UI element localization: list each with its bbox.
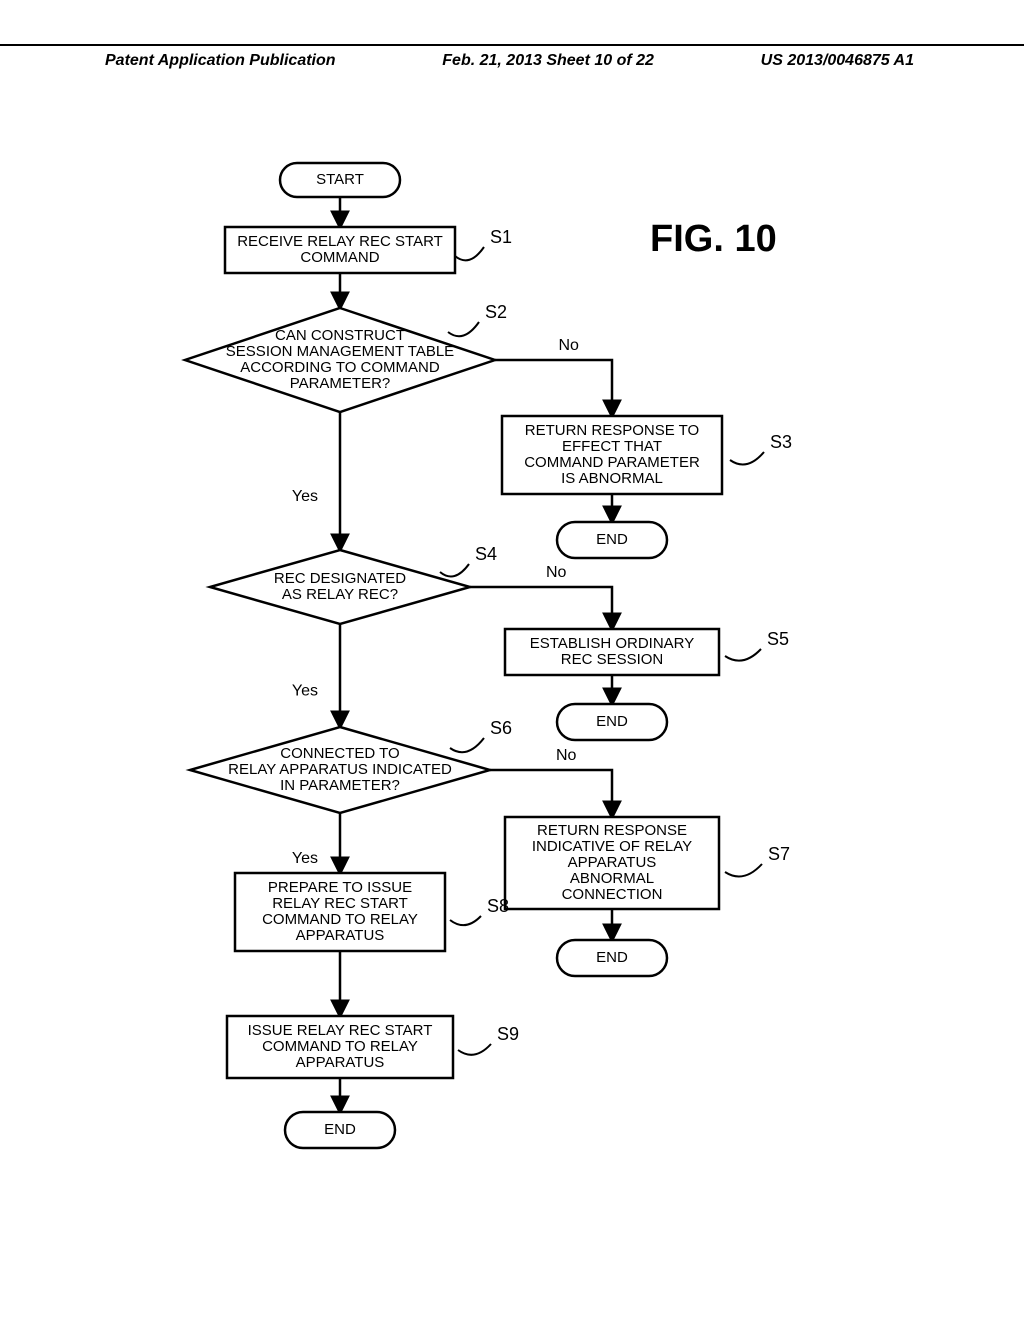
node-text: CAN CONSTRUCT [275,327,405,344]
edge [470,587,612,629]
node-text: INDICATIVE OF RELAY [532,838,692,855]
node-s7: RETURN RESPONSEINDICATIVE OF RELAYAPPARA… [505,817,719,909]
edge-label: Yes [292,683,318,700]
node-start: START [280,163,400,197]
node-text: REC SESSION [561,651,664,668]
step-connector [440,564,469,577]
node-end4: END [285,1112,395,1148]
node-text: SESSION MANAGEMENT TABLE [226,343,454,360]
node-end2: END [557,704,667,740]
node-text: RECEIVE RELAY REC START [237,233,443,250]
node-text: END [596,531,628,548]
step-label-S3: S3 [770,432,792,452]
node-text: PREPARE TO ISSUE [268,879,412,896]
page: Patent Application Publication Feb. 21, … [0,0,1024,1320]
node-s6: CONNECTED TORELAY APPARATUS INDICATEDIN … [190,727,490,813]
node-text: APPARATUS [568,854,657,871]
node-text: COMMAND TO RELAY [262,911,418,928]
node-text: EFFECT THAT [562,438,662,455]
step-label-S5: S5 [767,629,789,649]
step-label-S4: S4 [475,544,497,564]
node-text: ACCORDING TO COMMAND [240,359,440,376]
node-end1: END [557,522,667,558]
node-text: IN PARAMETER? [280,777,400,794]
node-end3: END [557,940,667,976]
step-label-S7: S7 [768,844,790,864]
node-text: ESTABLISH ORDINARY [530,635,695,652]
node-s2: CAN CONSTRUCTSESSION MANAGEMENT TABLEACC… [185,308,495,412]
node-text: AS RELAY REC? [282,586,398,603]
node-text: ABNORMAL [570,870,654,887]
node-text: COMMAND [300,249,379,266]
node-text: PARAMETER? [290,375,391,392]
node-text: RETURN RESPONSE TO [525,422,699,439]
node-text: COMMAND TO RELAY [262,1038,418,1055]
node-text: APPARATUS [296,927,385,944]
node-text: START [316,171,364,188]
edge-label: Yes [292,850,318,867]
node-text: END [596,949,628,966]
edge-label: No [559,337,580,354]
node-text: RELAY APPARATUS INDICATED [228,761,452,778]
edge-label: Yes [292,488,318,505]
node-text: RELAY REC START [272,895,408,912]
step-connector [448,322,479,336]
node-s3: RETURN RESPONSE TOEFFECT THATCOMMAND PAR… [502,416,722,494]
step-label-S1: S1 [490,227,512,247]
node-text: COMMAND PARAMETER [524,454,700,471]
step-connector [730,452,764,465]
node-text: ISSUE RELAY REC START [248,1022,433,1039]
edge-label: No [546,564,567,581]
step-connector [725,864,762,877]
step-label-S8: S8 [487,896,509,916]
node-text: IS ABNORMAL [561,470,663,487]
node-text: CONNECTION [562,886,663,903]
node-text: REC DESIGNATED [274,570,406,587]
node-s4: REC DESIGNATEDAS RELAY REC? [210,550,470,624]
node-s1: RECEIVE RELAY REC STARTCOMMAND [225,227,455,273]
node-text: CONNECTED TO [280,745,399,762]
node-text: END [324,1121,356,1138]
node-text: RETURN RESPONSE [537,822,687,839]
step-connector [450,916,481,925]
step-label-S6: S6 [490,718,512,738]
edge-label: No [556,747,577,764]
node-s8: PREPARE TO ISSUERELAY REC STARTCOMMAND T… [235,873,445,951]
edge [490,770,612,817]
step-label-S2: S2 [485,302,507,322]
node-text: END [596,713,628,730]
step-label-S9: S9 [497,1024,519,1044]
edge [495,360,612,416]
node-s5: ESTABLISH ORDINARYREC SESSION [505,629,719,675]
flowchart: START RECEIVE RELAY REC STARTCOMMAND CAN C… [0,0,1024,1320]
node-s9: ISSUE RELAY REC STARTCOMMAND TO RELAYAPP… [227,1016,453,1078]
step-connector [458,1044,491,1055]
step-connector [455,247,484,260]
step-connector [725,649,761,661]
step-connector [450,738,484,752]
node-text: APPARATUS [296,1054,385,1071]
